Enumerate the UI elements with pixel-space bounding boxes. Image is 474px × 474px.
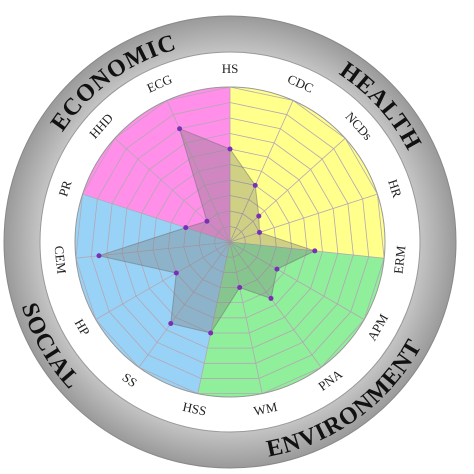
data-point [208, 330, 214, 336]
grid-ring [152, 164, 308, 319]
category-label: HS [222, 61, 239, 76]
grid-ring [198, 210, 262, 273]
data-area [97, 127, 317, 334]
data-point [256, 229, 262, 235]
spoke [82, 193, 231, 243]
data-point [256, 213, 262, 219]
spoke [95, 241, 231, 320]
spoke [197, 241, 231, 394]
spoke [229, 100, 294, 243]
spoke [229, 241, 365, 320]
spoke [75, 241, 231, 259]
grid-ring [75, 86, 385, 395]
data-point [312, 248, 318, 254]
grid-ring [137, 148, 323, 334]
spoke [229, 137, 346, 243]
spoke [229, 241, 322, 368]
data-point [168, 321, 174, 327]
data-point [177, 126, 183, 132]
group-sector [75, 194, 230, 394]
category-label: HR [385, 177, 405, 199]
group-sector [197, 242, 385, 397]
plot-border [74, 86, 386, 398]
data-point [173, 270, 179, 276]
spoke [166, 100, 231, 243]
category-label: HSS [181, 399, 207, 419]
spoke [138, 241, 231, 368]
data-point [274, 266, 280, 272]
category-label: CEM [52, 245, 70, 275]
category-label: SS [120, 370, 141, 391]
category-label: WM [252, 399, 279, 419]
grid-ring [106, 117, 354, 364]
data-point [237, 284, 243, 290]
data-point [204, 218, 210, 224]
data-point [268, 295, 274, 301]
data-point [252, 182, 258, 188]
spoke [229, 241, 263, 394]
spoke [229, 193, 378, 243]
category-label: ERM [391, 245, 409, 275]
data-point [96, 253, 102, 259]
grid-ring [214, 226, 246, 258]
data-point [183, 225, 189, 231]
spoke [114, 137, 231, 243]
grid-ring [90, 102, 370, 379]
grid-ring [183, 195, 277, 288]
grid-ring [121, 133, 339, 349]
spoke [229, 241, 385, 259]
data-point [227, 146, 233, 152]
category-label: PR [55, 178, 74, 198]
category-label: HP [72, 316, 93, 338]
